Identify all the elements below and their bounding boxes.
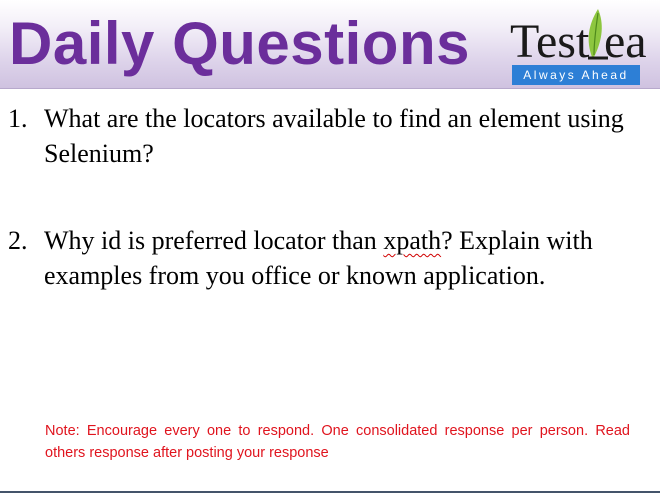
logo-text-right: eaf (604, 15, 648, 63)
slide-bottom-divider (0, 491, 660, 493)
spellcheck-flagged-word: xpath (383, 226, 442, 255)
question-text-start: Why id is preferred locator than (44, 226, 384, 255)
logo-text-left: Test (510, 15, 590, 63)
testleaf-logo: Test eaf Always Ahead (508, 5, 648, 85)
question-text-end: ? Explain with examples from you office … (44, 226, 593, 290)
response-note: Note: Encourage every one to respond. On… (45, 423, 630, 461)
question-text: Why id is preferred locator than xpath? … (44, 224, 628, 293)
question-text: What are the locators available to find … (44, 104, 624, 168)
question-item: 1. What are the locators available to fi… (8, 102, 628, 171)
question-item: 2. Why id is preferred locator than xpat… (8, 224, 628, 293)
logo-tagline: Always Ahead (512, 65, 640, 85)
question-number: 1. (8, 104, 28, 133)
slide-header: Daily Questions Test eaf Always Ahead (0, 0, 660, 89)
testleaf-wordmark: Test eaf (510, 9, 648, 63)
slide-title: Daily Questions (9, 10, 470, 77)
question-number: 2. (8, 226, 28, 255)
